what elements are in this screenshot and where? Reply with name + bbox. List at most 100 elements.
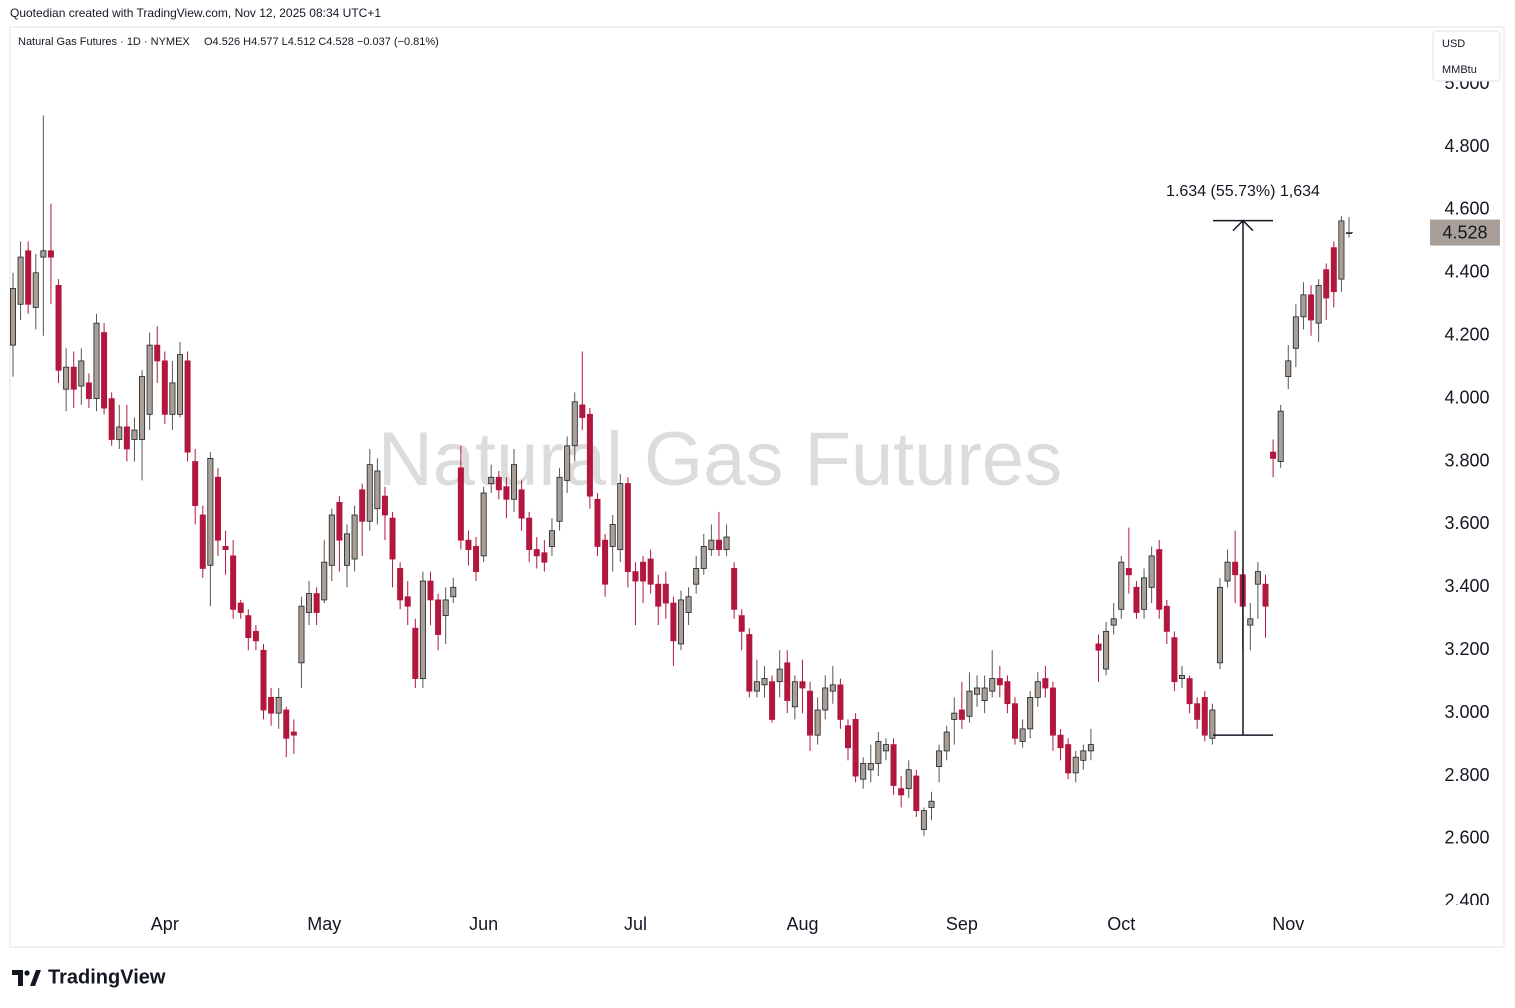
candle-body [1338, 220, 1345, 280]
candle-body [32, 272, 39, 308]
candle-body [108, 398, 115, 440]
candle-body [1125, 568, 1132, 576]
candle-body [70, 366, 77, 390]
price-axis: 2.400 2.600 2.800 3.000 3.200 3.400 3.600 3.800… [1444, 73, 1489, 911]
watermark: Natural Gas Futures [378, 417, 1062, 502]
candle-body [693, 568, 700, 585]
candle-body [746, 634, 753, 692]
candle-body [351, 514, 358, 560]
candle-body [860, 763, 867, 780]
candle-body [731, 568, 738, 610]
candle-body [1027, 697, 1034, 730]
candle-body [139, 376, 146, 440]
candle-body [252, 630, 259, 642]
candle-body [1209, 709, 1216, 739]
candle-body [465, 539, 472, 550]
candle-body [890, 744, 897, 786]
candle-body [943, 731, 950, 752]
candle-body [184, 360, 191, 453]
y-tick-label: 3.000 [1444, 702, 1489, 722]
candle-body [996, 678, 1003, 686]
candle-body [761, 678, 768, 686]
candle-body [10, 288, 16, 346]
x-tick-label: Nov [1272, 914, 1304, 934]
candle-body [63, 366, 70, 390]
candle-body [435, 599, 442, 635]
candle-body [1057, 734, 1064, 749]
unit: MMBtu [1442, 64, 1477, 76]
candle-body [1300, 294, 1307, 318]
candle-body [928, 800, 935, 808]
candle-body [829, 684, 836, 692]
x-tick-label: Sep [946, 914, 978, 934]
brand: TradingView [48, 966, 166, 988]
candle-body [510, 464, 517, 500]
candle-body [78, 360, 85, 387]
candle-body [784, 662, 791, 701]
candle-body [230, 555, 237, 610]
candle-body [397, 568, 404, 601]
candle-body [169, 382, 176, 415]
candle-body [799, 681, 806, 689]
candle-body [404, 596, 411, 607]
candle-body [655, 583, 662, 607]
x-tick-label: Aug [786, 914, 818, 934]
y-tick-label: 2.400 [1444, 891, 1489, 911]
candle-body [412, 627, 419, 679]
candle-body [958, 709, 965, 720]
candle-body [93, 322, 100, 400]
candle-body [1194, 703, 1201, 720]
candle-body [647, 558, 654, 585]
candle-body [837, 684, 844, 720]
candle-body [1247, 618, 1254, 626]
candle-body [594, 498, 601, 547]
candle-body [176, 354, 183, 415]
candle-body [1179, 674, 1186, 679]
candle-body [898, 788, 905, 796]
candle-body [526, 517, 533, 550]
y-tick-label: 5.000 [1444, 73, 1489, 93]
measure-arrowhead [1232, 219, 1254, 232]
candle-body [1087, 744, 1094, 752]
candle-body [154, 344, 161, 362]
candle-body [290, 731, 297, 736]
candle-body [518, 489, 525, 519]
y-tick-label: 4.400 [1444, 262, 1489, 282]
candle-body [905, 769, 912, 790]
candle-body [662, 583, 669, 604]
candle-body [882, 744, 889, 752]
candle-body [40, 250, 47, 258]
candle-body [328, 514, 335, 566]
candle-body [1095, 643, 1102, 651]
candle-body [814, 709, 821, 736]
currency-box[interactable] [1432, 30, 1501, 82]
y-tick-label: 4.200 [1444, 324, 1489, 344]
candle-body [1224, 561, 1231, 582]
candle-body [974, 687, 981, 695]
y-tick-label: 4.800 [1444, 136, 1489, 156]
candle-body [192, 461, 199, 506]
candle-body [913, 775, 920, 812]
candle-body [161, 360, 168, 415]
candle-body [632, 571, 639, 582]
candle-body [586, 413, 593, 497]
credit: Quotedian created with TradingView.com, … [10, 6, 381, 20]
candle-body [359, 489, 366, 522]
last-price-badge [1430, 219, 1500, 246]
candle-body [920, 810, 927, 830]
candle-body [624, 483, 631, 573]
candle-body [260, 649, 267, 711]
candle-body [450, 586, 457, 598]
candle-body [708, 539, 715, 550]
candle-body [1080, 750, 1087, 761]
candle-body [131, 429, 138, 440]
x-tick-label: May [307, 914, 341, 934]
candle-body [1171, 637, 1178, 683]
candle-body [845, 725, 852, 749]
x-tick-label: Jul [624, 914, 647, 934]
candle-body [1072, 756, 1079, 774]
candle-body [1201, 697, 1208, 736]
y-tick-label: 3.400 [1444, 576, 1489, 596]
candle-body [776, 668, 783, 683]
